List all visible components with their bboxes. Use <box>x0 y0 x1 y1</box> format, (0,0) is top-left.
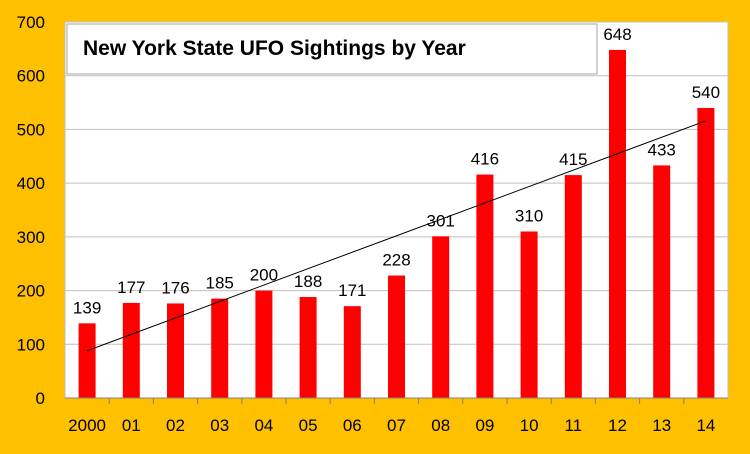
data-label: 185 <box>206 274 234 293</box>
data-label: 171 <box>338 281 366 300</box>
trendline <box>86 120 707 352</box>
trendline-layer <box>86 120 707 352</box>
x-tick-label: 12 <box>608 416 627 435</box>
bar <box>167 303 184 398</box>
bars <box>78 49 715 398</box>
bar <box>122 302 140 398</box>
bar <box>343 306 361 398</box>
x-tick-label: 08 <box>431 416 450 435</box>
x-tick-label: 11 <box>564 416 582 435</box>
data-label: 301 <box>427 211 455 230</box>
data-label: 139 <box>73 298 101 317</box>
data-label: 540 <box>692 83 720 102</box>
data-label: 433 <box>648 140 676 159</box>
y-tick-label: 500 <box>17 120 45 139</box>
y-tick-label: 100 <box>17 335 45 354</box>
bar <box>564 175 582 398</box>
data-label: 310 <box>515 206 543 225</box>
bar <box>697 107 715 398</box>
bar <box>299 297 317 398</box>
data-label: 648 <box>603 25 631 44</box>
y-tick-label: 700 <box>17 13 45 32</box>
bar <box>653 165 671 398</box>
x-tick-label: 07 <box>387 416 406 435</box>
x-tick-label: 13 <box>652 416 671 435</box>
bar <box>520 231 538 398</box>
x-tick-label: 09 <box>475 416 494 435</box>
x-tick-label: 04 <box>254 416 273 435</box>
data-label: 176 <box>161 278 189 297</box>
bar <box>609 49 626 398</box>
x-tick-label: 02 <box>166 416 185 435</box>
y-tick-label: 300 <box>17 228 45 247</box>
data-label: 188 <box>294 272 322 291</box>
bar <box>388 275 405 398</box>
y-tick-label: 600 <box>17 67 45 86</box>
data-label: 200 <box>250 266 278 285</box>
bar <box>255 290 273 398</box>
data-label: 177 <box>117 278 145 297</box>
bar <box>211 298 229 398</box>
x-tick-label: 2000 <box>68 416 106 435</box>
data-labels: 139 177 176 185 200 188 171 228 301 416 310 415 648 4… <box>73 25 720 317</box>
bar <box>432 236 450 398</box>
x-tick-label: 10 <box>520 416 539 435</box>
y-tick-label: 400 <box>17 174 45 193</box>
y-tick-label: 200 <box>17 282 45 301</box>
data-label: 415 <box>559 150 587 169</box>
chart-title: New York State UFO Sightings by Year <box>83 37 466 60</box>
x-tick-label: 06 <box>343 416 362 435</box>
x-tick-label: 01 <box>122 416 141 435</box>
x-axis: 2000 01 02 03 04 05 06 07 08 09 10 11 12 13 14 <box>65 397 728 435</box>
x-tick-label: 05 <box>299 416 318 435</box>
title-box: New York State UFO Sightings by Year <box>66 23 598 75</box>
x-tick-label: 14 <box>696 416 715 435</box>
bar <box>78 323 96 398</box>
y-tick-label: 0 <box>36 389 45 408</box>
x-tick-label: 03 <box>210 416 229 435</box>
data-label: 416 <box>471 150 499 169</box>
y-axis: 0 100 200 300 400 500 600 700 <box>17 13 45 408</box>
bar <box>476 174 494 398</box>
data-label: 228 <box>382 251 410 270</box>
